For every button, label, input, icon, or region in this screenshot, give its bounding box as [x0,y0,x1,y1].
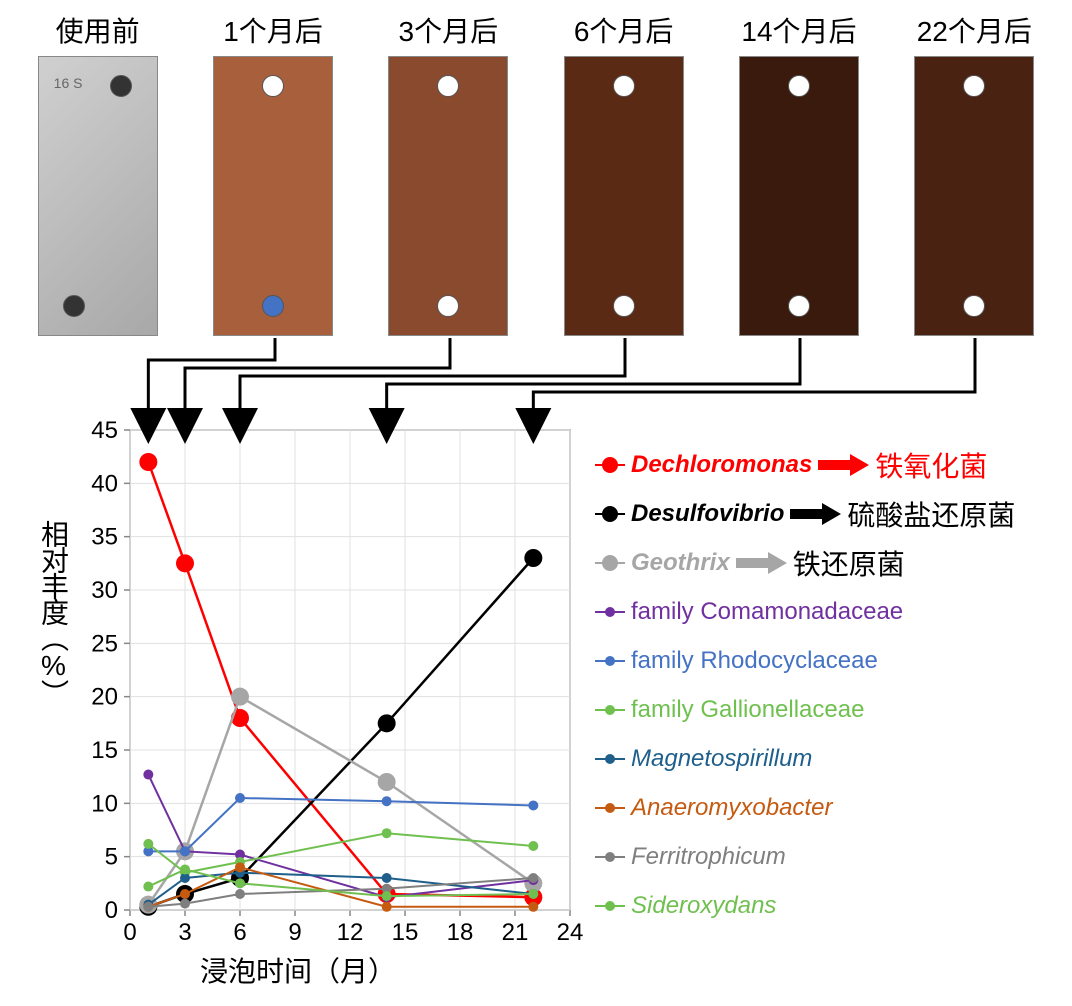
sample-image-pristine: 16 S [38,56,158,336]
legend-item: Ferritrophicum [595,832,1015,881]
svg-text:5: 5 [105,844,118,871]
legend-item: Sideroxydans [595,881,1015,930]
sample-image-1m [213,56,333,336]
hole-icon [963,75,985,97]
sample-col-0: 使用前 16 S [15,10,180,336]
sample-col-5: 22个月后 [892,10,1057,336]
svg-text:18: 18 [447,919,474,946]
sample-image-14m [739,56,859,336]
sample-label: 3个月后 [399,10,499,48]
hole-icon [262,75,284,97]
legend-description: 铁氧化菌 [875,445,987,485]
hole-icon [110,75,132,97]
legend-marker-icon [595,896,625,916]
legend-description: 硫酸盐还原菌 [847,494,1015,534]
legend-marker-icon [595,504,625,524]
legend-item: family Comamonadaceae [595,587,1015,636]
svg-text:45: 45 [91,420,118,444]
legend-item: Anaeromyxobacter [595,783,1015,832]
legend-label: family Gallionellaceae [631,696,864,724]
sample-image-22m [914,56,1034,336]
connector-arrow [533,338,975,426]
legend-marker-icon [595,651,625,671]
legend-label: Magnetospirillum [631,745,812,773]
connector-arrow [185,338,450,426]
svg-text:35: 35 [91,524,118,551]
legend-item: Desulfovibrio 硫酸盐还原菌 [595,489,1015,538]
svg-text:0: 0 [123,919,136,946]
svg-text:10: 10 [91,790,118,817]
legend-label: Dechloromonas [631,451,812,479]
svg-text:15: 15 [392,919,419,946]
sample-col-4: 14个月后 [716,10,881,336]
legend-label: Desulfovibrio [631,500,784,528]
samples-row: 使用前 16 S 1个月后 3个月后 6个月后 [10,10,1062,336]
hole-icon [788,75,810,97]
hole-icon [262,295,284,317]
line-chart: 0 3 6 9 12 15 18 21 24 0 5 10 15 20 25 30 35 40 45 [30,420,590,980]
legend-item: Magnetospirillum [595,734,1015,783]
svg-text:24: 24 [557,919,584,946]
legend-marker-icon [595,749,625,769]
x-axis-label: 浸泡时间（月） [200,950,396,990]
hole-icon [63,295,85,317]
legend-marker-icon [595,847,625,867]
chart-area: 0 3 6 9 12 15 18 21 24 0 5 10 15 20 25 30 35 40 45 相对丰度（%）… [30,420,1050,990]
svg-text:12: 12 [337,919,364,946]
sample-label: 22个月后 [917,10,1032,48]
sample-label: 14个月后 [741,10,856,48]
svg-text:0: 0 [105,897,118,924]
connector-arrow [148,338,275,426]
arrow-right-icon [734,549,789,577]
hole-icon [788,295,810,317]
svg-text:3: 3 [178,919,191,946]
sample-col-1: 1个月后 [190,10,355,336]
svg-text:30: 30 [91,577,118,604]
legend-label: Ferritrophicum [631,843,786,871]
legend-label: Geothrix [631,549,730,577]
svg-text:15: 15 [91,737,118,764]
svg-text:21: 21 [502,919,529,946]
connector-arrow [240,338,625,426]
sample-col-3: 6个月后 [541,10,706,336]
hole-icon [963,295,985,317]
sample-label: 使用前 [56,10,140,48]
arrow-right-icon [816,451,871,479]
legend-item: family Gallionellaceae [595,685,1015,734]
legend-marker-icon [595,602,625,622]
legend-label: Anaeromyxobacter [631,794,832,822]
hole-icon [613,295,635,317]
arrow-right-icon [788,500,843,528]
hole-icon [613,75,635,97]
svg-text:25: 25 [91,630,118,657]
legend-label: family Comamonadaceae [631,598,903,626]
legend-item: family Rhodocyclaceae [595,636,1015,685]
sample-label: 6个月后 [574,10,674,48]
hole-icon [437,75,459,97]
legend-item: Geothrix 铁还原菌 [595,538,1015,587]
sample-image-6m [564,56,684,336]
legend-marker-icon [595,700,625,720]
sample-col-2: 3个月后 [366,10,531,336]
stamp-text: 16 S [54,75,83,91]
sample-image-3m [388,56,508,336]
svg-text:20: 20 [91,684,118,711]
legend-marker-icon [595,553,625,573]
sample-label: 1个月后 [223,10,323,48]
connector-arrow [387,338,800,426]
legend-item: Dechloromonas 铁氧化菌 [595,440,1015,489]
svg-text:9: 9 [288,919,301,946]
svg-text:6: 6 [233,919,246,946]
y-axis-label: 相对丰度（%） [33,520,73,705]
legend-label: family Rhodocyclaceae [631,647,878,675]
legend-marker-icon [595,455,625,475]
svg-text:40: 40 [91,470,118,497]
chart-legend: Dechloromonas铁氧化菌Desulfovibrio硫酸盐还原菌Geot… [595,440,1015,930]
hole-icon [437,295,459,317]
legend-label: Sideroxydans [631,892,776,920]
legend-marker-icon [595,798,625,818]
legend-description: 铁还原菌 [793,543,905,583]
